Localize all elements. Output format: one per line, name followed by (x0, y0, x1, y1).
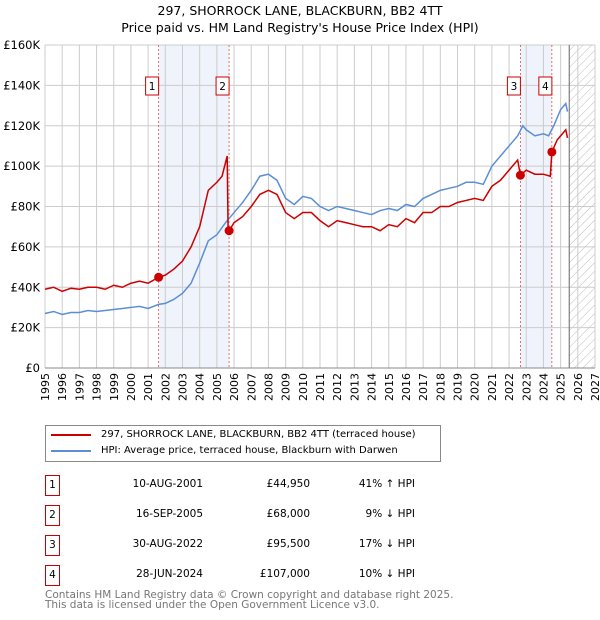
transaction-date: 30-AUG-2022 (132, 538, 203, 550)
x-tick-label: 2023 (520, 373, 533, 401)
x-tick-label: 1999 (108, 373, 121, 401)
sale-point (547, 147, 557, 157)
y-tick-label: £140K (3, 78, 40, 92)
transaction-price: £44,950 (266, 478, 310, 490)
transaction-price: £95,500 (266, 538, 310, 550)
x-tick-label: 2016 (400, 373, 413, 401)
y-tick-label: £120K (3, 119, 40, 133)
x-tick-label: 2006 (228, 373, 241, 401)
sale-point (515, 170, 525, 180)
legend-property: 297, SHORROCK LANE, BLACKBURN, BB2 4TT (… (101, 429, 416, 440)
x-tick-label: 2008 (262, 373, 275, 401)
series-line-hpi (44, 101, 569, 316)
x-tick-label: 2027 (589, 373, 600, 401)
transaction-price: £68,000 (266, 508, 310, 520)
x-tick-label: 2004 (194, 373, 207, 401)
transaction-row: 3 30-AUG-2022 £95,500 17% ↓ HPI (45, 535, 465, 556)
price-chart: 1995 1996 1997 1998 1999 2000 2001 2002 2003 2004… (3, 38, 600, 401)
footer: Contains HM Land Registry data © Crown c… (45, 589, 454, 611)
legend-blue-line (51, 449, 91, 452)
marker-label-box (145, 76, 160, 96)
transaction-hpi: 41% ↑ HPI (358, 478, 415, 490)
x-tick-label: 2019 (452, 373, 465, 401)
x-tick-label: 1998 (91, 373, 104, 401)
x-tick-label: 2001 (142, 373, 155, 401)
x-tick-label: 2015 (383, 373, 396, 401)
marker-label-box (215, 76, 230, 96)
y-tick-label: £160K (3, 38, 40, 52)
x-tick-label: 2011 (314, 373, 327, 401)
footer-line-1: Contains HM Land Registry data © Crown c… (45, 589, 454, 601)
marker-label-box (506, 76, 521, 96)
marker-label-box (538, 76, 553, 96)
x-tick-label: 2018 (434, 373, 447, 401)
y-tick-label: £80K (11, 200, 41, 214)
transaction-number: 1 (45, 475, 60, 496)
y-tick-label: £20K (11, 321, 41, 335)
transaction-hpi: 10% ↓ HPI (358, 568, 415, 580)
x-tick-label: 2002 (159, 373, 172, 401)
transaction-number: 2 (45, 505, 60, 526)
chart-title: 297, SHORROCK LANE, BLACKBURN, BB2 4TT (157, 3, 443, 18)
x-tick-label: 2020 (469, 373, 482, 401)
x-tick-label: 2000 (125, 373, 138, 401)
x-tick-label: 2003 (177, 373, 190, 401)
transaction-date: 16-SEP-2005 (135, 508, 203, 520)
transaction-price: £107,000 (259, 568, 310, 580)
marker-label: 2 (219, 81, 226, 93)
x-tick-label: 2017 (417, 373, 430, 401)
transaction-row: 1 10-AUG-2001 £44,950 41% ↑ HPI (45, 475, 465, 496)
x-tick-label: 2009 (280, 373, 293, 401)
x-tick-label: 2014 (366, 373, 379, 401)
marker-label: 3 (511, 81, 518, 93)
transaction-date: 10-AUG-2001 (132, 478, 203, 490)
legend-red-line (51, 433, 91, 436)
x-tick-label: 1996 (56, 373, 69, 401)
x-tick-label: 2013 (348, 373, 361, 401)
y-tick-label: £60K (11, 240, 41, 254)
x-tick-label: 2025 (555, 373, 568, 401)
x-tick-label: 2010 (297, 373, 310, 401)
transaction-number: 3 (45, 535, 60, 556)
chart-subtitle: Price paid vs. HM Land Registry's House … (121, 20, 479, 35)
y-tick-label: £100K (3, 159, 40, 173)
transaction-date: 28-JUN-2024 (136, 568, 203, 580)
y-tick-label: £40K (11, 280, 41, 294)
transaction-hpi: 17% ↓ HPI (358, 538, 415, 550)
transaction-row: 4 28-JUN-2024 £107,000 10% ↓ HPI (45, 565, 465, 586)
x-tick-label: 2007 (245, 373, 258, 401)
x-tick-label: 2022 (503, 373, 516, 401)
legend: 297, SHORROCK LANE, BLACKBURN, BB2 4TT (… (45, 425, 441, 462)
sale-point (154, 272, 164, 282)
series-line-property (44, 128, 569, 293)
footer-line-2: This data is licensed under the Open Gov… (45, 599, 380, 611)
legend-hpi: HPI: Average price, terraced house, Blac… (101, 445, 398, 456)
y-tick-label: £0 (25, 361, 40, 375)
x-tick-label: 2005 (211, 373, 224, 401)
x-tick-label: 2026 (572, 373, 585, 401)
sale-point (224, 226, 234, 236)
transaction-number: 4 (45, 565, 60, 586)
marker-label: 4 (542, 81, 549, 93)
marker-label: 1 (149, 81, 156, 93)
x-tick-label: 2021 (486, 373, 499, 401)
x-tick-label: 1995 (39, 373, 52, 401)
transaction-hpi: 9% ↓ HPI (365, 508, 415, 520)
x-tick-label: 2012 (331, 373, 344, 401)
transaction-row: 2 16-SEP-2005 £68,000 9% ↓ HPI (45, 505, 465, 526)
x-tick-label: 1997 (73, 373, 86, 401)
x-tick-label: 2024 (537, 373, 550, 401)
